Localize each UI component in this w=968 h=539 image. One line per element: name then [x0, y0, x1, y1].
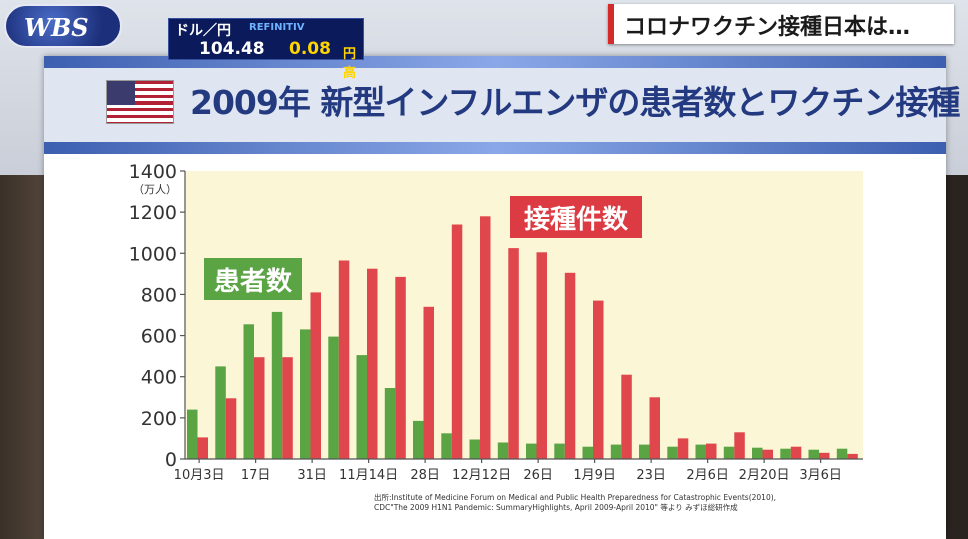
y-unit-label: （万人）: [133, 183, 177, 196]
headline-banner: コロナワクチン接種日本は…: [608, 4, 954, 44]
y-tick-label-800: 800: [141, 284, 177, 306]
x-tick-label-4: 28日: [410, 468, 440, 483]
bar-patients-19: [723, 446, 735, 459]
ticker-pair: ドル／円: [175, 23, 231, 39]
bar-vaccinations-7: [395, 276, 406, 459]
y-tick-label-0: 0: [165, 449, 177, 471]
bar-vaccinations-11: [508, 248, 519, 459]
series-label-vaccinations: 接種件数: [510, 196, 642, 238]
bar-patients-4: [300, 329, 311, 459]
us-flag-icon: [106, 80, 174, 124]
x-tick-label-11: 3月6日: [799, 468, 842, 483]
bar-vaccinations-21: [790, 446, 802, 459]
bar-vaccinations-14: [593, 300, 604, 459]
bar-patients-23: [836, 448, 848, 459]
bar-patients-0: [187, 409, 198, 459]
ticker-rate: 104.48: [199, 39, 265, 59]
bar-patients-3: [271, 311, 283, 459]
bar-patients-6: [356, 355, 367, 459]
bar-patients-11: [497, 442, 509, 459]
bar-vaccinations-17: [677, 438, 689, 459]
series-label-patients-text: 患者数: [214, 267, 293, 297]
bar-vaccinations-15: [621, 374, 632, 459]
bar-vaccinations-5: [338, 260, 350, 459]
currency-ticker: ドル／円 REFINITIV 104.48 0.08 円高: [168, 18, 364, 81]
y-tick-label-200: 200: [141, 408, 177, 430]
x-tick-label-6: 26日: [523, 468, 553, 483]
x-tick-label-1: 17日: [241, 468, 271, 483]
ticker-direction: 円高: [343, 47, 357, 81]
bar-patients-5: [328, 336, 339, 459]
source-note-line-1: 出所:Institute of Medicine Forum on Medica…: [374, 492, 776, 502]
series-label-vaccinations-text: 接種件数: [524, 205, 629, 235]
x-tick-label-5: 12月12日: [452, 468, 511, 483]
y-tick-label-400: 400: [141, 367, 177, 389]
bar-patients-12: [526, 443, 537, 459]
y-tick-label-600: 600: [141, 326, 177, 348]
bar-patients-8: [413, 420, 424, 459]
bar-vaccinations-3: [282, 357, 293, 459]
bar-vaccinations-18: [706, 443, 717, 459]
bar-patients-1: [215, 366, 226, 459]
bar-vaccinations-2: [254, 357, 265, 459]
bar-vaccinations-23: [847, 453, 858, 459]
ticker-change: 0.08: [289, 39, 331, 59]
bar-vaccinations-16: [649, 397, 660, 459]
bar-patients-21: [780, 448, 791, 459]
bar-patients-13: [554, 443, 565, 459]
bar-patients-7: [384, 388, 396, 459]
bar-vaccinations-8: [423, 306, 434, 459]
headline-text: コロナワクチン接種日本は…: [624, 15, 911, 40]
wbs-logo-text: WBS: [24, 13, 89, 42]
y-tick-label-1400: 1400: [129, 161, 177, 183]
chart-title: 2009年 新型インフルエンザの患者数とワクチン接種: [190, 83, 960, 122]
bar-patients-17: [667, 446, 678, 459]
x-tick-label-10: 2月20日: [739, 468, 790, 483]
bar-vaccinations-10: [480, 216, 491, 459]
y-tick-label-1200: 1200: [129, 202, 177, 224]
bar-patients-9: [441, 433, 452, 459]
bar-vaccinations-12: [536, 252, 547, 459]
bar-patients-22: [808, 449, 819, 459]
bar-vaccinations-20: [762, 449, 773, 459]
bar-chart: 0 200 400 600 800 1000 1200 1400（万人） 10月3日 17日 31日…: [129, 161, 863, 512]
bar-vaccinations-13: [564, 272, 576, 459]
x-tick-label-8: 23日: [636, 468, 666, 483]
bar-vaccinations-1: [225, 398, 237, 459]
bar-vaccinations-0: [197, 437, 208, 459]
bar-patients-2: [243, 324, 254, 459]
y-tick-label-1000: 1000: [129, 243, 177, 265]
bar-patients-14: [582, 446, 593, 459]
bar-patients-16: [639, 444, 650, 459]
bar-patients-10: [469, 439, 480, 459]
series-label-patients: 患者数: [204, 258, 302, 300]
x-tick-label-3: 11月14日: [339, 468, 398, 483]
x-tick-label-7: 1月9日: [573, 468, 616, 483]
bar-patients-18: [695, 444, 706, 459]
x-tick-label-2: 31日: [297, 468, 327, 483]
source-note-line-2: CDC"The 2009 H1N1 Pandemic: SummaryHighl…: [374, 502, 738, 512]
bar-vaccinations-19: [734, 432, 745, 459]
bar-patients-20: [752, 447, 763, 459]
ticker-source: REFINITIV: [249, 22, 305, 33]
wbs-logo: WBS: [4, 4, 122, 48]
x-tick-label-0: 10月3日: [174, 468, 225, 483]
bar-vaccinations-9: [451, 224, 463, 459]
bar-vaccinations-22: [819, 452, 830, 459]
title-bar: [44, 68, 946, 142]
bar-vaccinations-4: [310, 292, 321, 459]
bar-patients-15: [610, 444, 622, 459]
x-tick-label-9: 2月6日: [686, 468, 729, 483]
bar-vaccinations-6: [367, 268, 378, 459]
board-mid-band: [44, 142, 946, 154]
